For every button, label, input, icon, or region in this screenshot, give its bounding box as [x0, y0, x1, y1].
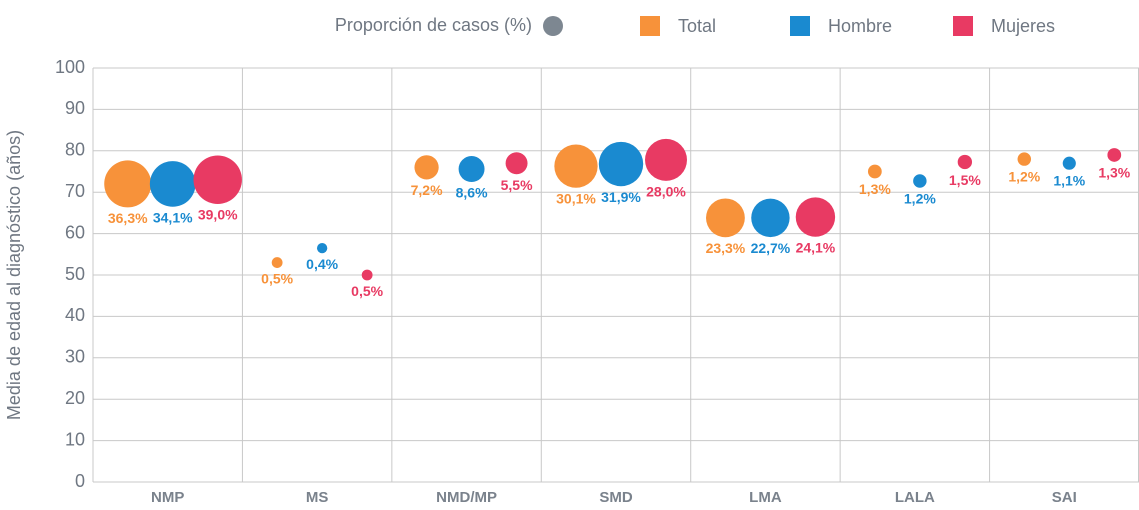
bubble	[554, 144, 598, 188]
x-tick-label: MS	[306, 489, 329, 506]
bubble	[149, 161, 196, 207]
legend-label: Total	[678, 16, 716, 36]
y-tick-label: 60	[65, 222, 85, 242]
x-tick-label: LALA	[895, 489, 935, 506]
bubble	[706, 198, 745, 238]
legend-label: Proporción de casos (%)	[335, 15, 532, 35]
x-tick-label: SAI	[1052, 489, 1077, 506]
data-label: 34,1%	[153, 209, 193, 225]
y-tick-label: 50	[65, 264, 85, 284]
bubble	[271, 257, 283, 268]
legend-marker	[790, 16, 810, 36]
y-axis-label: Media de edad al diagnóstico (años)	[4, 130, 24, 420]
data-label: 24,1%	[796, 239, 836, 255]
bubble	[645, 138, 687, 181]
y-tick-label: 70	[65, 181, 85, 201]
x-tick-label: NMP	[151, 489, 184, 506]
x-tick-label: LMA	[749, 489, 782, 506]
legend-marker	[953, 16, 973, 36]
bubble	[957, 154, 973, 170]
x-tick-label: SMD	[599, 489, 633, 506]
data-label: 0,4%	[306, 256, 338, 272]
data-label: 30,1%	[556, 190, 596, 206]
data-label: 36,3%	[108, 210, 148, 226]
bubble	[505, 152, 528, 175]
bubble	[361, 269, 373, 281]
y-tick-label: 80	[65, 140, 85, 160]
bubble	[458, 156, 485, 182]
x-tick-label: NMD/MP	[436, 489, 497, 506]
y-tick-label: 10	[65, 429, 85, 449]
data-label: 1,2%	[904, 190, 936, 206]
data-label: 0,5%	[351, 283, 383, 299]
bubble	[795, 197, 836, 237]
y-tick-label: 30	[65, 347, 85, 367]
bubble	[414, 155, 439, 180]
data-label: 0,5%	[261, 271, 293, 287]
bubble	[316, 242, 328, 254]
data-label: 31,9%	[601, 189, 641, 205]
legend-label: Hombre	[828, 16, 892, 36]
bubble	[1017, 152, 1032, 166]
data-label: 23,3%	[706, 240, 746, 256]
bubble	[598, 141, 644, 187]
bubble	[867, 164, 882, 179]
data-label: 22,7%	[751, 240, 791, 256]
y-tick-label: 20	[65, 388, 85, 408]
data-label: 1,2%	[1008, 169, 1040, 185]
data-label: 1,3%	[859, 181, 891, 197]
data-label: 1,1%	[1053, 172, 1085, 188]
bubble	[193, 155, 242, 205]
bubble	[1062, 156, 1076, 170]
legend-marker	[640, 16, 660, 36]
y-tick-label: 40	[65, 305, 85, 325]
data-label: 1,3%	[1098, 165, 1130, 181]
data-label: 7,2%	[411, 182, 443, 198]
y-tick-label: 0	[75, 471, 85, 491]
bubble	[751, 198, 790, 238]
bubble	[1107, 148, 1122, 162]
y-tick-label: 100	[55, 57, 85, 77]
data-label: 8,6%	[456, 185, 488, 201]
legend-label: Mujeres	[991, 16, 1055, 36]
data-label: 5,5%	[501, 177, 533, 193]
data-label: 28,0%	[646, 184, 686, 200]
bubble	[913, 174, 927, 188]
legend-marker	[543, 16, 563, 36]
data-label: 1,5%	[949, 172, 981, 188]
y-tick-label: 90	[65, 98, 85, 118]
bubble	[104, 160, 152, 208]
data-label: 39,0%	[198, 207, 238, 223]
